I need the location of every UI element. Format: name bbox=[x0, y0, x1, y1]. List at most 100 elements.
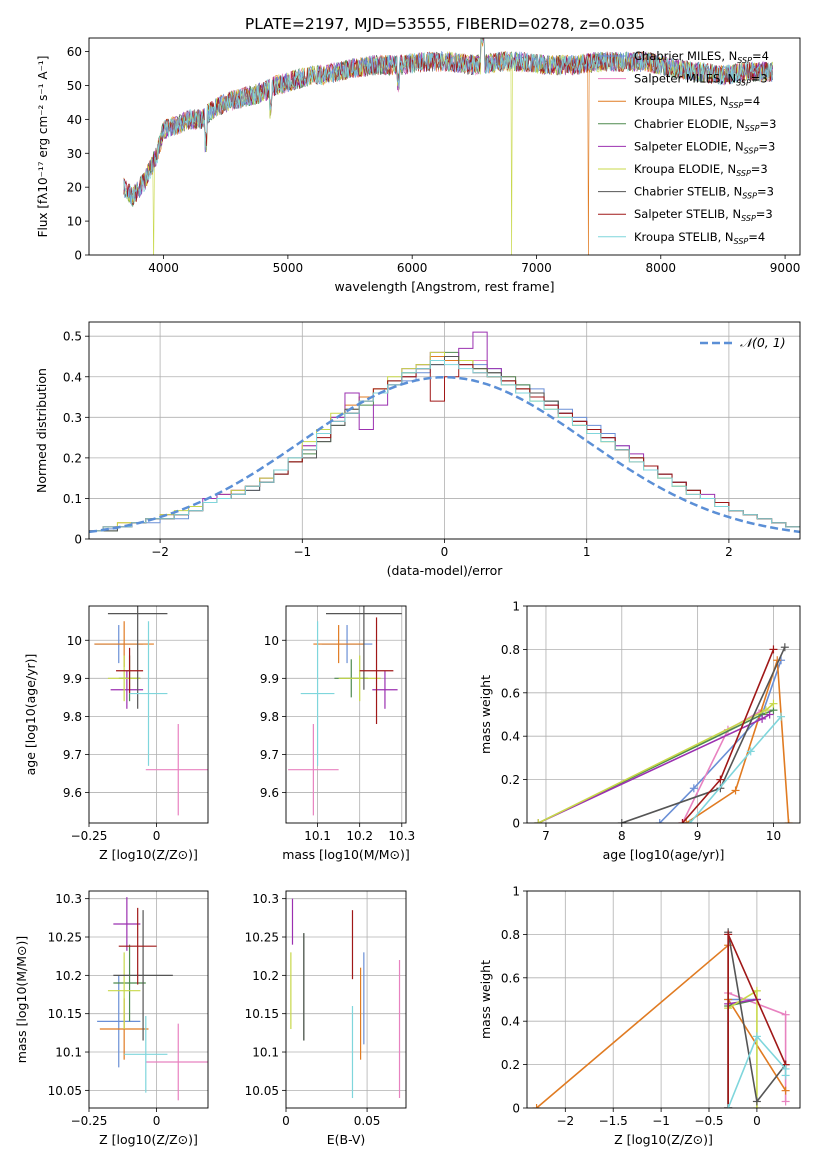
tick-label-y: 0.4 bbox=[501, 730, 520, 744]
legend-label: Salpeter STELIB, NSSP=3 bbox=[634, 207, 773, 223]
axes-frame bbox=[88, 890, 209, 1109]
tick-label-x: −2 bbox=[151, 545, 169, 559]
tick-label-y: 9.7 bbox=[260, 748, 279, 762]
tick-label-y: 50 bbox=[67, 79, 82, 93]
y-axis-label: mass weight bbox=[478, 675, 493, 754]
tick-label-y: 0.3 bbox=[63, 411, 82, 425]
tick-label-y: 10.1 bbox=[252, 1046, 279, 1060]
weight-marker-chabrier_stelib bbox=[780, 643, 789, 652]
tick-label-y: 9.9 bbox=[260, 672, 279, 686]
panel-massweight_vs_z: −2 −1.5 −1 −0.5 0 0 0.2 0.4 0.6 0.8 1 Z [log10(Z/Z⊙… bbox=[478, 885, 801, 1147]
axes-frame bbox=[526, 605, 801, 824]
panel-residuals: −2 −1 0 1 2 0 0.1 0.2 0.3 0.4 0.5 (data-model)/erro… bbox=[34, 321, 801, 578]
errorbar-point-salpeter_elodie bbox=[113, 897, 141, 951]
tick-label-x: 0 bbox=[753, 1114, 761, 1128]
x-axis-label: age [log10(age/yr)] bbox=[603, 847, 725, 862]
tick-marks: 0 0.05 10.05 10.1 10.15 10.2 10.25 10.3 bbox=[245, 892, 381, 1128]
tick-label-y: 9.7 bbox=[63, 748, 82, 762]
tick-label-y: 10.15 bbox=[48, 1007, 82, 1021]
legend-label: Chabrier ELODIE, NSSP=3 bbox=[634, 117, 776, 133]
tick-label-x: −1.5 bbox=[599, 1114, 628, 1128]
grid-lines bbox=[88, 891, 208, 1108]
plot-area bbox=[532, 928, 790, 1108]
weight-line-kroupa_elodie bbox=[538, 702, 775, 823]
weight-marker-salpeter_stelib bbox=[769, 645, 778, 654]
errorbar-point-kroupa_stelib bbox=[124, 1015, 168, 1093]
tick-label-y: 10.3 bbox=[55, 892, 82, 906]
panel-mass_vs_z: −0.25 0 10.05 10.1 10.15 10.2 10.25 10.3 Z [log1… bbox=[14, 890, 209, 1147]
figure-title: PLATE=2197, MJD=53555, FIBERID=0278, z=0… bbox=[245, 15, 645, 33]
weight-marker-kroupa_stelib bbox=[724, 1104, 733, 1108]
tick-label-y: 1 bbox=[512, 600, 520, 614]
x-axis-label: (data-model)/error bbox=[387, 563, 504, 578]
tick-label-y: 10 bbox=[264, 634, 279, 648]
tick-label-x: 6000 bbox=[397, 261, 428, 275]
plot-area bbox=[97, 897, 208, 1101]
tick-label-y: 10.05 bbox=[245, 1084, 279, 1098]
axes-frame bbox=[88, 321, 801, 540]
weight-marker-salpeter_stelib bbox=[724, 930, 733, 939]
tick-label-x: 0 bbox=[153, 1114, 161, 1128]
tick-label-y: 0.2 bbox=[501, 1058, 520, 1072]
plot-area bbox=[290, 898, 401, 1099]
tick-label-y: 10.3 bbox=[252, 892, 279, 906]
tick-label-y: 0.2 bbox=[501, 773, 520, 787]
legend-label: Salpeter MILES, NSSP=3 bbox=[634, 72, 768, 88]
weight-line-chabrier_stelib bbox=[621, 646, 786, 823]
tick-label-x: 1 bbox=[583, 545, 591, 559]
weight-marker-chabrier_miles bbox=[689, 784, 698, 793]
tick-label-x: 7 bbox=[542, 829, 550, 843]
errorbar-point-salpeter_stelib bbox=[116, 647, 144, 694]
weight-marker-kroupa_elodie bbox=[752, 986, 761, 995]
axes-frame bbox=[88, 605, 209, 824]
tick-label-y: 60 bbox=[67, 45, 82, 59]
tick-label-y: 0 bbox=[512, 1102, 520, 1116]
tick-label-y: 10 bbox=[67, 215, 82, 229]
x-axis-label: Z [log10(Z/Z⊙)] bbox=[614, 1132, 713, 1147]
plot-area bbox=[89, 331, 800, 539]
legend-label-normal: 𝒩(0, 1) bbox=[740, 335, 786, 350]
errorbar-point-salpeter_miles bbox=[288, 724, 339, 816]
tick-label-x: 8000 bbox=[646, 261, 677, 275]
tick-label-x: 8 bbox=[618, 829, 626, 843]
legend-label: Salpeter ELODIE, NSSP=3 bbox=[634, 139, 775, 155]
weight-marker-salpeter_stelib bbox=[678, 819, 687, 823]
y-axis-label: mass weight bbox=[478, 960, 493, 1039]
weight-marker-salpeter_elodie bbox=[758, 714, 767, 723]
errorbar-point-kroupa_elodie bbox=[338, 655, 381, 702]
tick-label-y: 10.1 bbox=[55, 1046, 82, 1060]
legend-label: Kroupa STELIB, NSSP=4 bbox=[634, 230, 765, 246]
weight-marker-kroupa_miles bbox=[784, 819, 793, 823]
weight-line-chabrier_miles bbox=[659, 660, 782, 823]
tick-marks: −0.25 0 9.6 9.7 9.8 9.9 10 bbox=[63, 634, 161, 843]
errorbar-point-chabrier_stelib bbox=[107, 606, 168, 709]
plot-area bbox=[94, 606, 208, 816]
tick-label-y: 10.15 bbox=[245, 1007, 279, 1021]
tick-label-x: 10 bbox=[766, 829, 781, 843]
legend-label: Chabrier MILES, NSSP=4 bbox=[634, 49, 769, 65]
plot-area bbox=[288, 606, 402, 816]
weight-marker-kroupa_elodie bbox=[761, 706, 770, 715]
tick-label-x: 2 bbox=[725, 545, 733, 559]
tick-label-y: 20 bbox=[67, 181, 82, 195]
tick-label-x: −0.5 bbox=[694, 1114, 723, 1128]
histogram-kroupa_stelib bbox=[89, 360, 800, 539]
plot-area bbox=[123, 38, 773, 255]
x-axis-label: Z [log10(Z/Z⊙)] bbox=[99, 847, 198, 862]
errorbar-point-chabrier_stelib bbox=[113, 910, 173, 1041]
tick-marks: 10.1 10.2 10.3 9.6 9.7 9.8 9.9 10 bbox=[260, 634, 415, 843]
errorbar-point-salpeter_stelib bbox=[359, 617, 394, 725]
weight-marker-kroupa_stelib bbox=[746, 747, 755, 756]
weight-marker-kroupa_miles bbox=[731, 786, 740, 795]
axes-frame bbox=[285, 890, 407, 1109]
tick-label-x: 0.05 bbox=[354, 1114, 381, 1128]
tick-label-y: 1 bbox=[512, 885, 520, 899]
weight-marker-kroupa_elodie bbox=[769, 699, 778, 708]
weight-line-kroupa_miles bbox=[685, 660, 790, 823]
errorbar-point-chabrier_elodie bbox=[113, 944, 146, 1022]
tick-marks: 4000 5000 6000 7000 8000 9000 0 10 20 30 40 50 60 bbox=[67, 45, 801, 275]
weight-marker-kroupa_miles bbox=[781, 1086, 790, 1095]
legend-label: Chabrier STELIB, NSSP=3 bbox=[634, 185, 774, 201]
tick-label-y: 30 bbox=[67, 147, 82, 161]
